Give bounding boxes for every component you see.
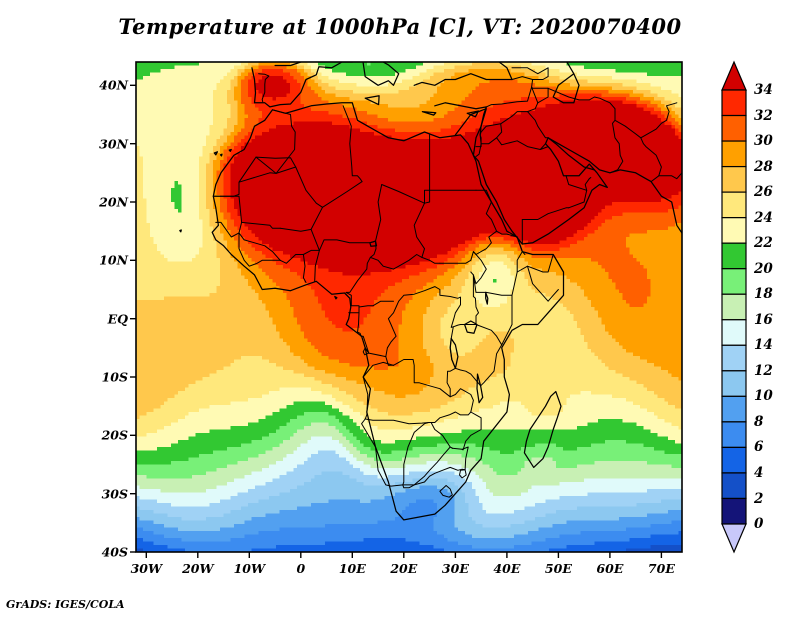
colorbar-tick-label: 32 <box>754 107 773 124</box>
colorbar-tick-label: 16 <box>754 311 773 328</box>
map-raster-layer <box>136 62 682 552</box>
colorbar-tick-label: 30 <box>754 133 773 150</box>
y-tick-label: 20N <box>99 194 128 210</box>
colorbar-tick-label: 24 <box>754 209 773 226</box>
x-tick-label: 70E <box>647 561 675 576</box>
y-tick-label: 20S <box>101 427 128 443</box>
colorbar-tick-label: 34 <box>754 82 773 98</box>
colorbar-tick-label: 2 <box>754 490 764 507</box>
x-tick-label: 10E <box>338 561 366 576</box>
colorbar-tick-label: 10 <box>754 388 773 405</box>
x-tick-label: 30E <box>441 561 469 576</box>
x-tick-label: 50E <box>544 561 572 576</box>
colorbar-tick-label: 0 <box>754 516 764 532</box>
y-tick-label: 10S <box>101 369 128 385</box>
page-title: Temperature at 1000hPa [C], VT: 20200704… <box>118 14 682 39</box>
coastline-layer <box>179 62 682 521</box>
colorbar-tick-label: 22 <box>754 235 773 252</box>
y-tick-label: 40S <box>101 544 128 560</box>
colorbar-tick-label: 14 <box>754 337 773 354</box>
y-tick-label: 30S <box>101 486 128 502</box>
colorbar-tick-label: 28 <box>754 158 773 175</box>
x-tick-label: 40E <box>493 561 521 576</box>
colorbar-tick-label: 18 <box>754 286 773 303</box>
y-tick-label: 30N <box>99 136 128 152</box>
colorbar-tick-label: 26 <box>754 184 773 201</box>
x-tick-label: 30W <box>130 561 163 576</box>
colorbar-tick-label: 6 <box>754 439 764 456</box>
plot-frame <box>135 61 683 553</box>
y-tick-label: EQ <box>107 311 128 327</box>
y-tick-label: 40N <box>99 77 128 93</box>
colorbar-tick-label: 12 <box>754 362 773 379</box>
y-tick-label: 10N <box>99 252 128 268</box>
x-tick-label: 0 <box>296 561 306 576</box>
axis-ticks <box>130 84 663 558</box>
x-tick-label: 20E <box>390 561 418 576</box>
colorbar-tick-label: 8 <box>754 413 764 430</box>
x-tick-label: 20W <box>182 561 214 576</box>
x-tick-label: 10W <box>233 561 266 576</box>
colorbar-tick-label: 4 <box>754 464 764 481</box>
x-tick-label: 60E <box>596 561 624 576</box>
credit-text: GrADS: IGES/COLA <box>6 598 125 611</box>
colorbar-tick-label: 20 <box>754 260 773 277</box>
